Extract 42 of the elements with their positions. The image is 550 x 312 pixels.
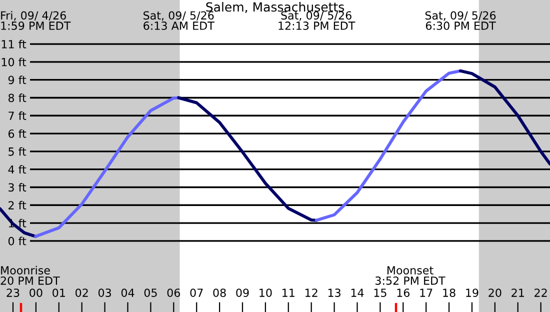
x-tick-label: 00 <box>30 288 42 297</box>
x-tick-label: 19 <box>466 288 478 297</box>
y-tick-label: 8 ft <box>8 94 26 102</box>
annotation: Sat, 09/ 5/26 12:13 PM EDT <box>278 11 356 30</box>
x-tick-label: 22 <box>534 288 547 297</box>
y-tick-label: 5 ft <box>8 147 26 156</box>
y-tick-label: 6 ft <box>8 129 26 138</box>
annotation: Sat, 09/ 5/26 6:30 PM EDT <box>425 11 496 30</box>
y-tick-label: 3 ft <box>8 183 26 192</box>
chart-title: Salem, Massachusetts <box>206 2 344 13</box>
x-tick-label: 21 <box>512 288 524 297</box>
x-tick-label: 16 <box>397 288 410 297</box>
x-tick-label: 03 <box>98 288 111 297</box>
x-tick-label: 10 <box>260 288 272 297</box>
annotation: Moonset 3:52 PM EDT <box>376 266 446 285</box>
y-tick-label: 4 ft <box>8 165 26 174</box>
x-tick-label: 05 <box>144 288 157 297</box>
y-tick-label: 7 ft <box>8 111 26 120</box>
x-tick-label: 13 <box>328 288 340 297</box>
x-tick-label: 18 <box>443 288 456 297</box>
annotation: Fri, 09/ 4/26 1:59 PM EDT <box>1 11 71 30</box>
x-tick-label: 11 <box>282 288 294 297</box>
x-tick-label: 04 <box>121 288 134 297</box>
x-tick-label: 07 <box>190 288 203 297</box>
x-tick-label: 23 <box>6 288 20 297</box>
x-tick-label: 15 <box>374 288 386 297</box>
annotation: Moonrise 20 PM EDT <box>0 266 60 285</box>
x-tick-label: 17 <box>420 288 432 297</box>
x-tick-label: 09 <box>236 288 249 297</box>
y-tick-label: 2 ft <box>8 200 26 210</box>
x-tick-label: 12 <box>305 288 318 297</box>
annotation: Sat, 09/ 5/26 6:13 AM EDT <box>144 11 214 30</box>
y-tick-label: 10 ft <box>2 58 26 66</box>
x-tick-label: 08 <box>213 288 226 297</box>
y-tick-label: 11 ft <box>2 40 26 48</box>
x-tick-label: 02 <box>76 288 88 297</box>
x-tick-label: 20 <box>488 288 502 297</box>
x-tick-label: 14 <box>351 288 364 297</box>
y-tick-label: 9 ft <box>8 76 26 84</box>
y-tick-label: 0 ft <box>8 236 26 246</box>
x-tick-label: 01 <box>52 288 65 297</box>
x-tick-label: 06 <box>167 288 180 297</box>
